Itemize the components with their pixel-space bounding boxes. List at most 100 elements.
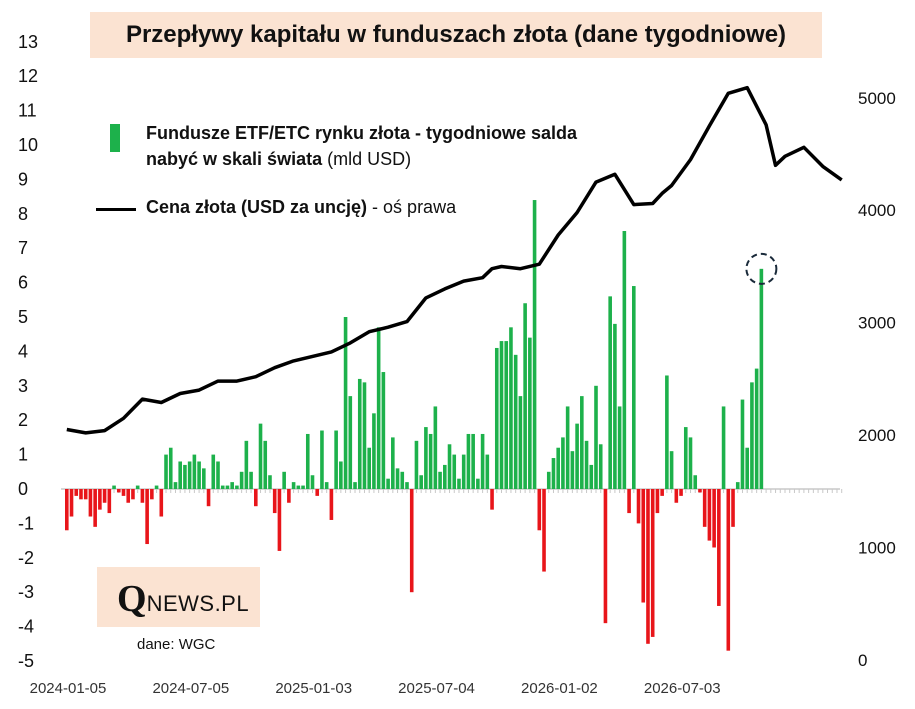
- left-tick-label: -3: [18, 582, 34, 602]
- flow-bar-positive: [499, 341, 504, 489]
- x-tick-label: 2025-01-03: [275, 680, 352, 697]
- flow-bar-negative: [93, 489, 97, 527]
- logo-letter: Q: [117, 578, 147, 620]
- flow-bar-positive: [735, 482, 740, 489]
- flow-bar-positive: [509, 327, 513, 489]
- flow-bar-positive: [301, 485, 305, 489]
- logo: QNEWS.PL: [97, 567, 260, 627]
- flow-bar-positive: [258, 423, 263, 489]
- flow-bar-positive: [669, 451, 674, 489]
- flow-bar-negative: [627, 489, 631, 514]
- flow-bar-positive: [296, 485, 301, 489]
- flow-bar-negative: [126, 489, 131, 503]
- flow-bar-negative: [140, 489, 145, 503]
- flow-bar-positive: [244, 440, 249, 489]
- x-tick-label: 2024-07-05: [152, 680, 229, 697]
- flow-bar-negative: [655, 489, 660, 514]
- legend-line-name: Cena złota (USD za uncję): [146, 197, 368, 217]
- flow-bar-positive: [339, 461, 343, 489]
- flow-bar-positive: [372, 413, 376, 489]
- left-tick-label: 10: [18, 135, 38, 155]
- flow-bar-negative: [702, 489, 707, 527]
- flow-bar-positive: [362, 382, 367, 489]
- flow-bar-positive: [622, 231, 627, 489]
- flow-bar-positive: [168, 447, 173, 489]
- flow-bar-negative: [159, 489, 164, 517]
- flow-bar-negative: [603, 489, 608, 624]
- left-tick-label: 4: [18, 341, 28, 361]
- left-tick-label: 2: [18, 410, 28, 430]
- flow-bar-negative: [490, 489, 494, 510]
- flow-bar-negative: [98, 489, 102, 510]
- legend-bars-label: Fundusze ETF/ETC rynku złota - tygodniow…: [146, 120, 606, 172]
- flow-bar-negative: [717, 489, 721, 606]
- flow-bar-negative: [65, 489, 69, 531]
- flow-bar-positive: [424, 427, 428, 489]
- flow-bar-negative: [329, 489, 334, 520]
- x-tick-label: 2026-01-02: [521, 680, 598, 697]
- source-note: dane: WGC: [137, 636, 216, 653]
- flow-bar-positive: [580, 396, 584, 489]
- flow-bar-positive: [419, 475, 423, 489]
- flow-bar-positive: [466, 433, 471, 489]
- flow-bar-positive: [443, 464, 447, 489]
- flow-bar-positive: [305, 433, 310, 489]
- x-tick-label: 2026-07-03: [644, 680, 721, 697]
- legend-line-swatch: [96, 208, 136, 211]
- flow-bar-positive: [220, 485, 225, 489]
- flow-bar-negative: [79, 489, 83, 500]
- flow-bar-positive: [343, 317, 348, 489]
- flow-bar-negative: [674, 489, 679, 503]
- left-tick-label: 13: [18, 32, 38, 52]
- flow-bar-positive: [291, 482, 296, 489]
- flow-bar-negative: [731, 489, 735, 527]
- flow-bar-positive: [546, 471, 551, 489]
- flow-bar-positive: [353, 482, 357, 489]
- flow-bar-negative: [88, 489, 93, 517]
- flow-bar-positive: [239, 471, 244, 489]
- right-tick-label: 5000: [858, 89, 896, 108]
- flow-bar-negative: [679, 489, 683, 496]
- flow-bar-negative: [206, 489, 211, 507]
- gold-price-line: [66, 85, 843, 435]
- flow-bar-positive: [357, 378, 362, 489]
- right-axis-ticks: 5000 4000 3000 2000 1000 0: [858, 89, 896, 670]
- flow-bars: [65, 200, 764, 651]
- flow-bar-positive: [471, 433, 475, 489]
- flow-bar-positive: [334, 430, 338, 489]
- flow-bar-positive: [556, 447, 560, 489]
- flow-bar-positive: [386, 478, 390, 489]
- logo-text: NEWS.PL: [146, 591, 250, 616]
- legend-bars-name: Fundusze ETF/ETC rynku złota - tygodniow…: [146, 123, 578, 169]
- right-tick-label: 2000: [858, 426, 896, 445]
- flow-bar-negative: [145, 489, 149, 545]
- flow-bar-positive: [617, 406, 622, 489]
- flow-bar-positive: [438, 471, 442, 489]
- left-tick-label: 1: [18, 445, 28, 465]
- left-tick-label: 0: [18, 479, 28, 499]
- flow-bar-negative: [660, 489, 664, 496]
- flow-bar-negative: [254, 489, 258, 507]
- flow-bar-positive: [230, 482, 234, 489]
- flow-bar-positive: [192, 454, 197, 489]
- flow-bar-negative: [636, 489, 641, 524]
- left-tick-label: 3: [18, 376, 28, 396]
- flow-bar-positive: [693, 475, 698, 489]
- flow-bar-positive: [112, 485, 116, 489]
- legend-line-suffix: - oś prawa: [367, 197, 457, 217]
- flow-bar-negative: [537, 489, 542, 531]
- flow-bar-positive: [613, 323, 617, 489]
- flow-bar-positive: [575, 423, 579, 489]
- flow-bar-positive: [452, 454, 457, 489]
- flow-bar-negative: [698, 489, 702, 493]
- flow-bar-positive: [528, 337, 532, 489]
- flow-bar-positive: [235, 485, 239, 489]
- flow-bar-positive: [565, 406, 570, 489]
- left-tick-label: 11: [18, 101, 37, 121]
- flow-bar-positive: [665, 375, 669, 489]
- title-box: Przepływy kapitału w funduszach złota (d…: [90, 12, 822, 58]
- flow-bar-negative: [150, 489, 154, 500]
- flow-bar-positive: [178, 461, 182, 489]
